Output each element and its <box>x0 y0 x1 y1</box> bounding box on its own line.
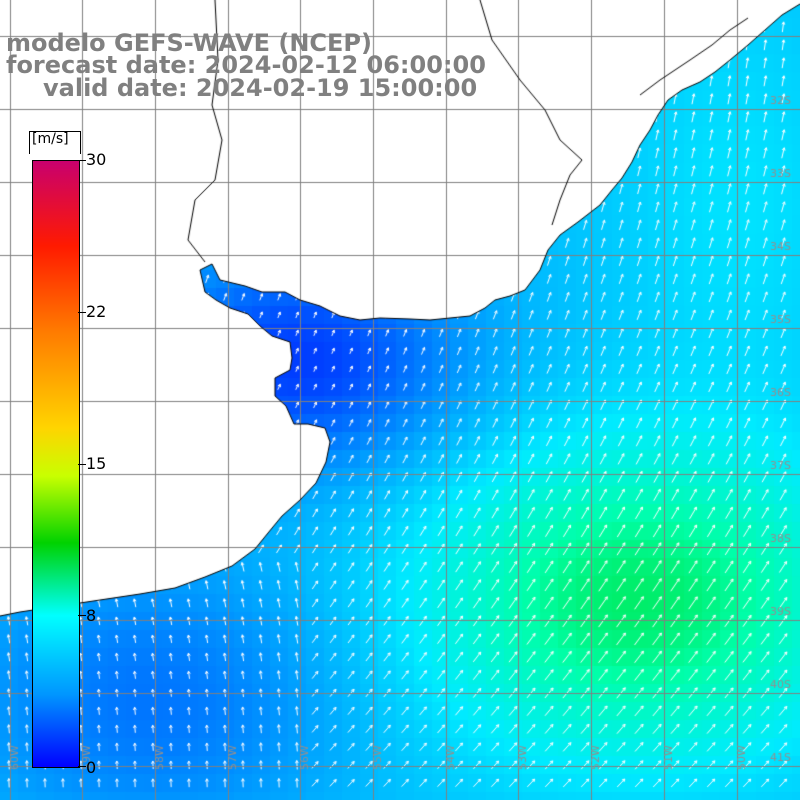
colorbar <box>32 160 80 768</box>
colorbar-tick-22: 22 <box>86 302 107 321</box>
units-box <box>29 131 81 154</box>
colorbar-tick-8: 8 <box>86 606 97 625</box>
valid-date: valid date: 2024-02-19 15:00:00 <box>43 74 478 102</box>
colorbar-tickmark <box>78 312 86 313</box>
colorbar-tick-0: 0 <box>86 758 97 777</box>
colorbar-tick-15: 15 <box>86 454 107 473</box>
model-title: modelo GEFS-WAVE (NCEP) <box>6 29 372 57</box>
colorbar-tickmark <box>78 160 86 161</box>
colorbar-units: [m/s] <box>32 131 69 147</box>
colorbar-tickmark <box>78 766 86 767</box>
forecast-date: forecast date: 2024-02-12 06:00:00 <box>6 51 486 79</box>
colorbar-tickmark <box>78 615 86 616</box>
colorbar-tickmark <box>78 464 86 465</box>
colorbar-tick-30: 30 <box>86 150 107 169</box>
